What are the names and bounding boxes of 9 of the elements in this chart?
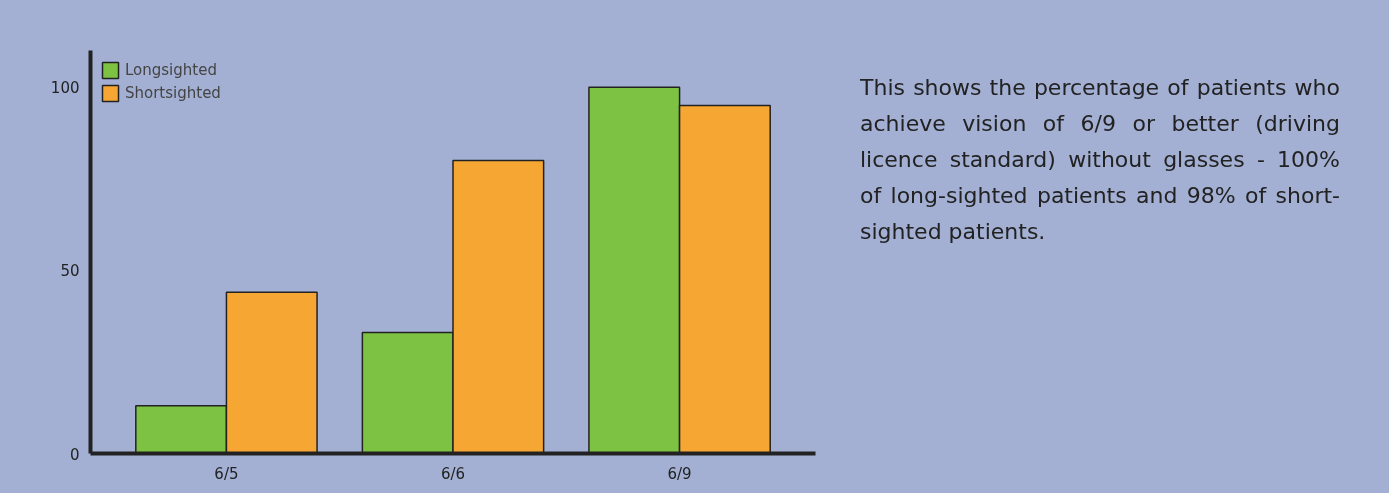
x-tick-label: 6/9 — [667, 464, 692, 483]
legend-label: Shortsighted — [125, 84, 221, 102]
x-tick-label: 6/5 — [214, 464, 239, 483]
y-tick-label: 50 — [60, 262, 80, 281]
text: This shows the percentage of patients who achieve vision of 6/9 or better (driving licence standard) without glasses - 100% of long-sighted patients and 98% of short-sighted patients. — [860, 74, 1340, 246]
y-tick-label: 0 — [69, 445, 80, 464]
legend-label: Longsighted — [125, 61, 217, 79]
y-tick-label: 100 — [50, 79, 80, 98]
x-tick-label: 6/6 — [440, 464, 466, 483]
